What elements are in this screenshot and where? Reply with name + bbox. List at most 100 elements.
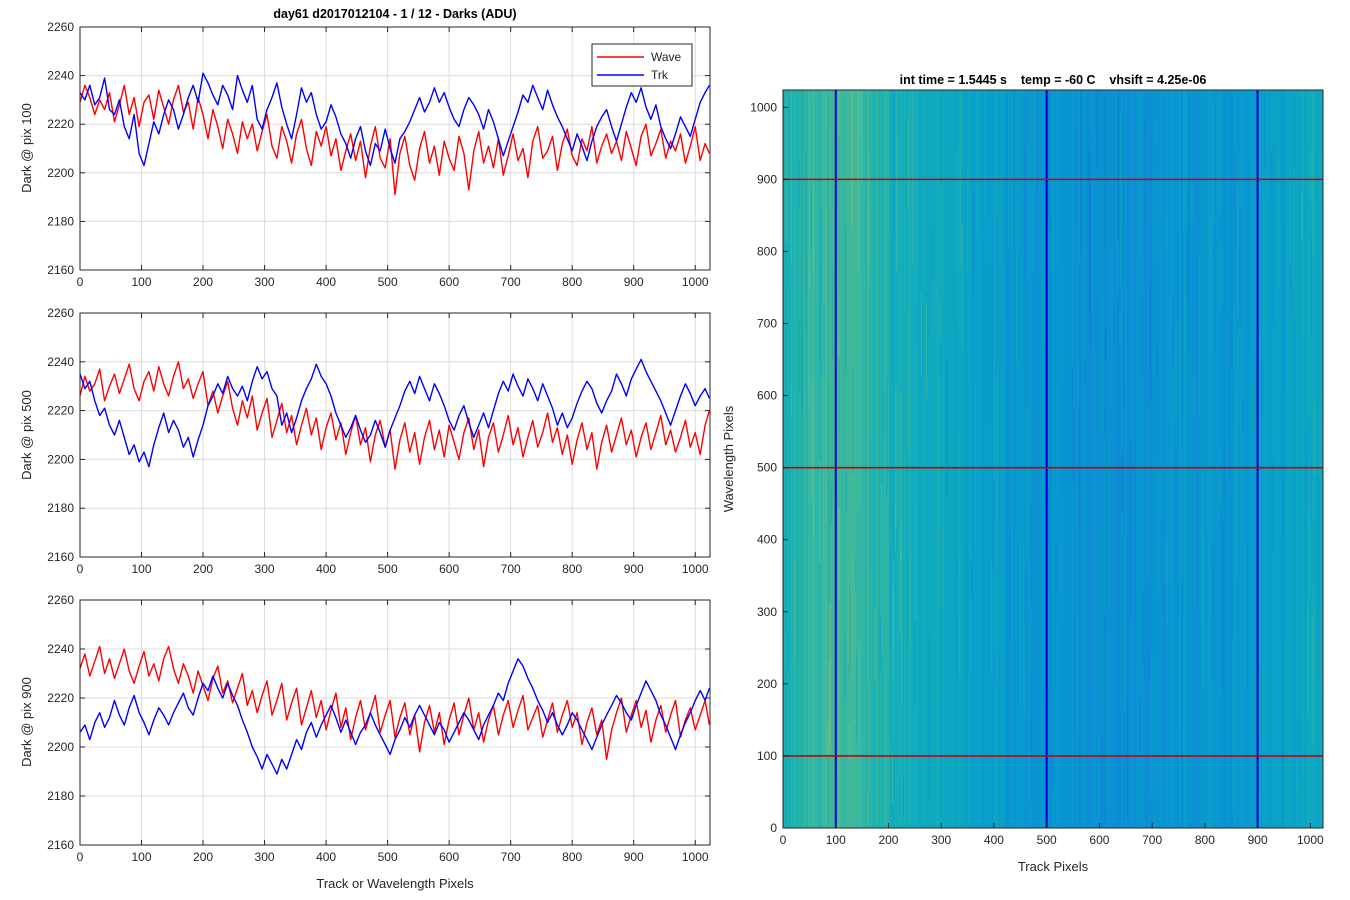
heatmap-streak — [1144, 119, 1146, 281]
y-tick-label: 2260 — [47, 593, 74, 607]
heatmap-column — [867, 90, 869, 828]
heatmap-column — [1199, 90, 1202, 828]
heatmap-column — [1128, 90, 1131, 828]
heatmap-column — [1300, 90, 1303, 828]
heatmap-streak — [1017, 90, 1019, 191]
heatmap-streak — [1219, 473, 1221, 505]
heatmap-column — [1176, 90, 1178, 828]
dark-pix-500-panel: 0 100 200 300 400 500 600 700 800 900 1000 2160 2180… — [19, 306, 711, 576]
heatmap-column — [1124, 90, 1127, 828]
heatmap-streak — [1264, 90, 1266, 171]
heatmap-column — [945, 90, 947, 828]
heatmap-column — [1317, 90, 1320, 828]
heatmap-streak — [1126, 698, 1128, 816]
heatmap-column — [1280, 90, 1283, 828]
heatmap-streak — [838, 135, 840, 295]
heatmap-column — [939, 90, 941, 828]
heatmap-column — [1173, 90, 1175, 828]
x-tick-label: 700 — [501, 850, 521, 864]
heatmap-column — [891, 90, 894, 828]
heatmap-column — [1127, 90, 1130, 828]
heatmap-column — [784, 90, 786, 828]
heatmap-column — [912, 90, 915, 828]
heatmap-streak — [838, 357, 840, 508]
heatmap-streak — [1262, 667, 1264, 734]
heatmap-streak — [794, 559, 796, 662]
heatmap-column — [1146, 90, 1149, 828]
heatmap-streak — [866, 684, 868, 789]
heatmap-streak — [1237, 186, 1239, 324]
heatmap-streak — [1261, 361, 1263, 416]
y-tick-label: 2180 — [47, 789, 74, 803]
heatmap-column — [804, 90, 806, 828]
y-tick-label: 900 — [757, 172, 777, 186]
heatmap-column — [1203, 90, 1206, 828]
heatmap-streak — [1179, 321, 1181, 449]
heatmap-column — [1013, 90, 1016, 828]
heatmap-column — [901, 90, 903, 828]
heatmap-column — [888, 90, 890, 828]
heatmap-column — [1012, 90, 1015, 828]
heatmap-column — [1251, 90, 1253, 828]
heatmap-streak — [1243, 401, 1245, 432]
heatmap-streak — [1140, 90, 1142, 264]
heatmap-column — [1067, 90, 1070, 828]
heatmap-column — [872, 90, 875, 828]
heatmap-column — [1184, 90, 1187, 828]
x-tick-label: 1000 — [1297, 833, 1324, 847]
heatmap-column — [1080, 90, 1082, 828]
heatmap-column — [1299, 90, 1302, 828]
heatmap-streak — [1157, 90, 1159, 168]
heatmap-streak — [1052, 225, 1054, 272]
heatmap-column — [1058, 90, 1060, 828]
heatmap-column — [1094, 90, 1096, 828]
heatmap-streak — [823, 304, 825, 378]
heatmap-column — [1141, 90, 1144, 828]
x-axis-label: Track Pixels — [1018, 859, 1089, 874]
heatmap-streak — [1213, 226, 1215, 261]
heatmap-streak — [940, 297, 942, 340]
heatmap-column — [816, 90, 819, 828]
heatmap-column — [896, 90, 899, 828]
heatmap-streak — [938, 377, 940, 529]
heatmap-column — [1036, 90, 1038, 828]
heatmap-column — [1204, 90, 1207, 828]
y-tick-label: 600 — [757, 389, 777, 403]
heatmap-column — [1238, 90, 1241, 828]
heatmap-streak — [1032, 90, 1034, 275]
heatmap-column — [1044, 90, 1047, 828]
heatmap-column — [986, 90, 988, 828]
heatmap-column — [1139, 90, 1141, 828]
heatmap-column — [961, 90, 963, 828]
heatmap-streak — [1130, 441, 1132, 621]
heatmap-streak — [997, 364, 999, 520]
heatmap-streak — [1282, 477, 1284, 539]
heatmap-column — [1236, 90, 1238, 828]
heatmap-column — [1140, 90, 1142, 828]
heatmap-streak — [1251, 382, 1254, 437]
heatmap-streak — [1123, 535, 1126, 713]
dark-pix-900-panel: 0 100 200 300 400 500 600 700 800 900 1000 2160 2180… — [19, 593, 711, 891]
x-tick-label: 900 — [1248, 833, 1268, 847]
heatmap-streak — [844, 225, 847, 373]
x-tick-label: 100 — [826, 833, 846, 847]
heatmap-column — [1290, 90, 1292, 828]
series-line-trk — [79, 658, 711, 775]
heatmap-column — [941, 90, 943, 828]
heatmap-column — [1054, 90, 1056, 828]
heatmap-streak — [1047, 488, 1050, 543]
heatmap-column — [1093, 90, 1095, 828]
heatmap-column — [1308, 90, 1310, 828]
heatmap-column — [809, 90, 811, 828]
heatmap-column — [1126, 90, 1129, 828]
heatmap-column — [1225, 90, 1228, 828]
heatmap-column — [999, 90, 1001, 828]
heatmap-column — [788, 90, 790, 828]
heatmap-column — [916, 90, 919, 828]
heatmap-column — [1301, 90, 1304, 828]
heatmap-column — [1288, 90, 1290, 828]
heatmap-column — [1039, 90, 1041, 828]
heatmap-column — [987, 90, 990, 828]
heatmap-column — [1191, 90, 1193, 828]
x-tick-label: 100 — [132, 562, 152, 576]
